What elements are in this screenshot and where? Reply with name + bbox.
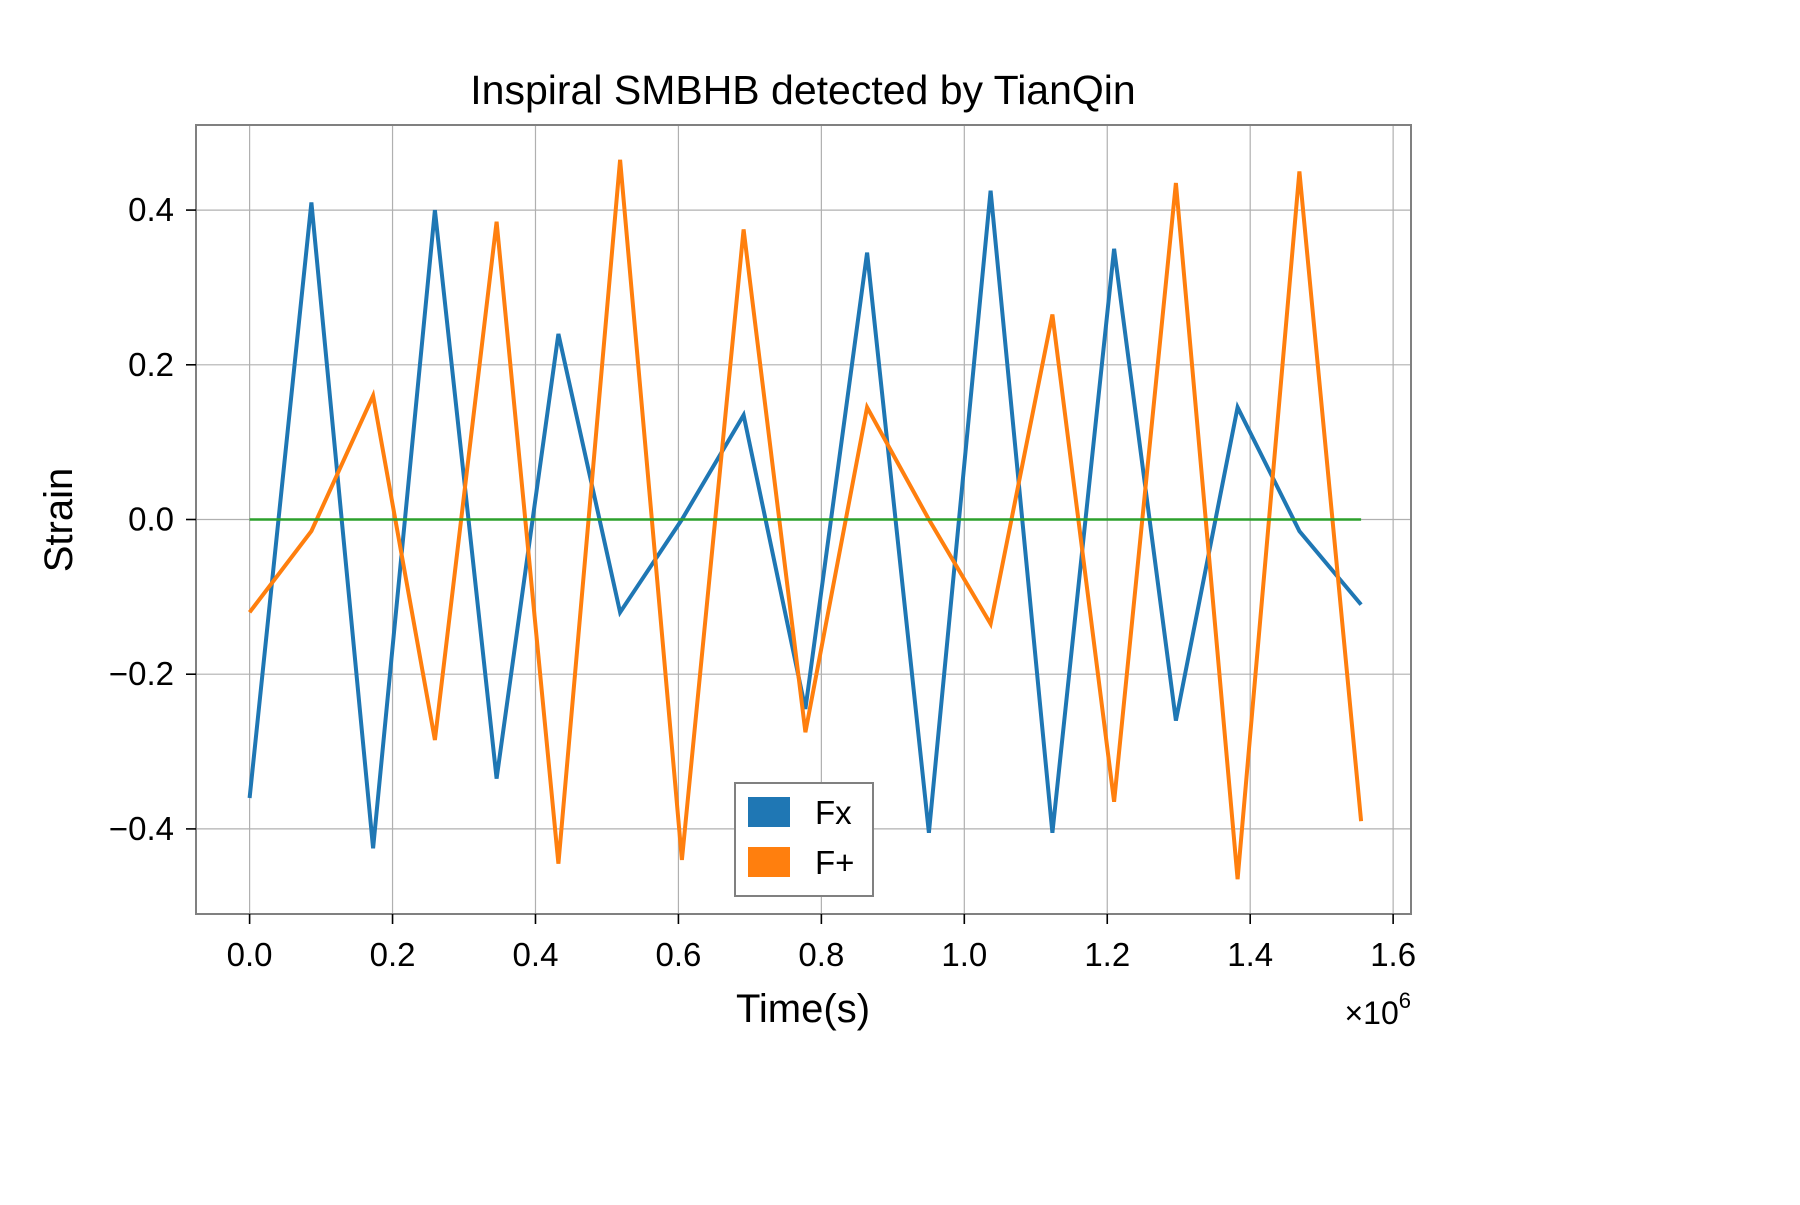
x-tick-label: 1.6 [1370, 936, 1416, 973]
series-line-f [248, 159, 1364, 880]
x-offset-exponent: 6 [1399, 988, 1411, 1013]
x-tick-label: 1.2 [1084, 936, 1130, 973]
x-tick-label: 0.0 [227, 936, 273, 973]
y-tick-label: 0.4 [128, 191, 174, 228]
series-lines [247, 159, 1364, 880]
x-tick-label: 0.4 [513, 936, 559, 973]
x-tick-label: 1.0 [941, 936, 987, 973]
x-tick-label: 0.8 [798, 936, 844, 973]
chart-title: Inspiral SMBHB detected by TianQin [470, 67, 1135, 113]
x-tick-label: 0.6 [655, 936, 701, 973]
legend-label: Fx [815, 794, 852, 831]
y-tick-label: 0.0 [128, 501, 174, 538]
y-axis-ticks: 0.4 0.2 0.0 −0.2 −0.4 [109, 191, 196, 847]
y-tick-label: 0.2 [128, 346, 174, 383]
x-axis-ticks: 0.0 0.2 0.4 0.6 0.8 1.0 1.2 1.4 1.6 [227, 914, 1416, 973]
x-tick-label: 0.2 [370, 936, 416, 973]
y-tick-label: −0.2 [109, 655, 174, 692]
x-axis-label: Time(s) [736, 987, 870, 1031]
series-line-fx [247, 190, 1363, 849]
legend: Fx F+ [734, 782, 874, 897]
x-tick-label: 1.4 [1227, 936, 1273, 973]
legend-swatch [748, 847, 790, 877]
x-offset-base: ×10 [1344, 995, 1398, 1031]
legend-swatch [748, 797, 790, 827]
y-axis-label: Strain [37, 468, 81, 573]
legend-label: F+ [815, 844, 854, 881]
y-tick-label: −0.4 [109, 810, 174, 847]
x-axis-offset-label: ×106 [1344, 988, 1411, 1031]
